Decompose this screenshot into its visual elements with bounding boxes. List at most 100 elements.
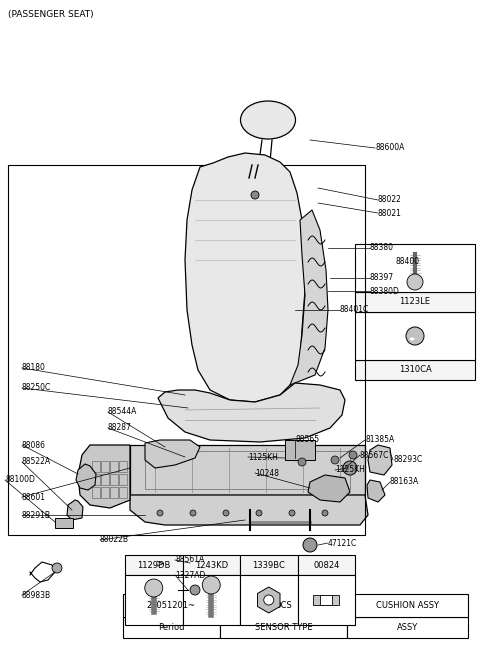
Text: 88567C: 88567C	[360, 451, 389, 459]
Text: 1125KH: 1125KH	[335, 466, 365, 474]
Text: 81385A: 81385A	[365, 436, 394, 445]
Bar	[182, 555, 240, 575]
Text: 88293C: 88293C	[393, 455, 422, 464]
Circle shape	[303, 538, 317, 552]
Bar	[285, 440, 315, 460]
Text: 88163A: 88163A	[390, 478, 419, 487]
Bar	[101, 474, 109, 485]
Bar	[355, 312, 475, 360]
Bar	[240, 555, 298, 575]
Text: 1129DB: 1129DB	[137, 560, 170, 569]
Bar	[101, 461, 109, 472]
Text: 10248: 10248	[255, 468, 279, 478]
Text: 88022: 88022	[378, 195, 402, 205]
Bar	[119, 487, 127, 498]
Polygon shape	[67, 500, 83, 520]
Polygon shape	[308, 475, 350, 502]
Text: CUSHION ASSY: CUSHION ASSY	[376, 601, 439, 610]
Polygon shape	[290, 210, 328, 385]
Circle shape	[322, 510, 328, 516]
Text: 88565: 88565	[295, 436, 319, 445]
Text: 88401C: 88401C	[340, 306, 369, 314]
Bar	[298, 555, 355, 575]
Circle shape	[190, 585, 200, 595]
Circle shape	[289, 510, 295, 516]
Bar	[347, 594, 468, 617]
Text: OCS: OCS	[275, 601, 292, 610]
Circle shape	[256, 510, 262, 516]
Text: 88601: 88601	[22, 493, 46, 501]
Text: 88380: 88380	[370, 243, 394, 253]
Bar	[110, 461, 118, 472]
Text: 88022B: 88022B	[100, 535, 129, 544]
Circle shape	[343, 461, 357, 475]
Circle shape	[145, 579, 163, 597]
Circle shape	[349, 451, 357, 459]
Text: 88021: 88021	[378, 209, 402, 218]
Ellipse shape	[240, 101, 296, 139]
Circle shape	[190, 510, 196, 516]
Text: 88397: 88397	[370, 274, 394, 283]
Text: 88291B: 88291B	[22, 510, 51, 520]
Text: 88086: 88086	[22, 440, 46, 449]
Text: 20051201~: 20051201~	[147, 601, 196, 610]
Text: 1310CA: 1310CA	[398, 365, 432, 375]
Polygon shape	[158, 383, 345, 442]
Bar	[8, 165, 365, 535]
Text: (PASSENGER SEAT): (PASSENGER SEAT)	[8, 10, 94, 19]
Text: 88544A: 88544A	[108, 407, 137, 417]
Bar	[119, 474, 127, 485]
Text: SENSOR TYPE: SENSOR TYPE	[254, 623, 312, 632]
Circle shape	[202, 576, 220, 594]
Text: 88250C: 88250C	[22, 384, 51, 392]
Bar	[240, 575, 298, 625]
Bar	[313, 595, 339, 605]
Bar	[145, 451, 350, 489]
Text: 1339BC: 1339BC	[252, 560, 285, 569]
Polygon shape	[368, 445, 392, 475]
Bar	[101, 487, 109, 498]
Bar	[110, 487, 118, 498]
Polygon shape	[145, 440, 200, 468]
Circle shape	[406, 327, 424, 345]
Bar	[123, 594, 220, 617]
Text: 88600A: 88600A	[375, 144, 404, 152]
Circle shape	[298, 458, 306, 466]
Bar	[182, 575, 240, 625]
Bar	[123, 617, 220, 638]
Text: Period: Period	[158, 623, 184, 632]
Polygon shape	[76, 464, 96, 490]
Text: 88561A: 88561A	[175, 556, 204, 565]
Text: 00824: 00824	[313, 560, 339, 569]
Bar	[130, 445, 365, 495]
Text: 88100D: 88100D	[5, 476, 35, 485]
Text: 88180: 88180	[22, 363, 46, 373]
Text: 1243KD: 1243KD	[195, 560, 228, 569]
Text: 88983B: 88983B	[22, 590, 51, 600]
Bar	[110, 474, 118, 485]
Circle shape	[407, 274, 423, 290]
Text: ASSY: ASSY	[397, 623, 418, 632]
Circle shape	[251, 191, 259, 199]
Circle shape	[223, 510, 229, 516]
Text: 1327AD: 1327AD	[175, 571, 205, 579]
Text: 47121C: 47121C	[328, 539, 357, 548]
Bar	[125, 555, 182, 575]
Bar	[355, 292, 475, 312]
Polygon shape	[78, 445, 130, 508]
Bar	[119, 461, 127, 472]
Bar	[220, 594, 347, 617]
Bar	[175, 558, 197, 570]
Bar	[320, 595, 332, 605]
Ellipse shape	[409, 337, 415, 340]
Circle shape	[157, 510, 163, 516]
Bar	[55, 518, 73, 528]
Polygon shape	[130, 495, 368, 525]
Bar	[220, 617, 347, 638]
Bar	[355, 244, 475, 292]
Bar	[92, 474, 100, 485]
Text: 1125KH: 1125KH	[248, 453, 278, 462]
Text: 1123LE: 1123LE	[399, 298, 431, 306]
Text: >: >	[156, 559, 164, 569]
Circle shape	[264, 595, 274, 605]
